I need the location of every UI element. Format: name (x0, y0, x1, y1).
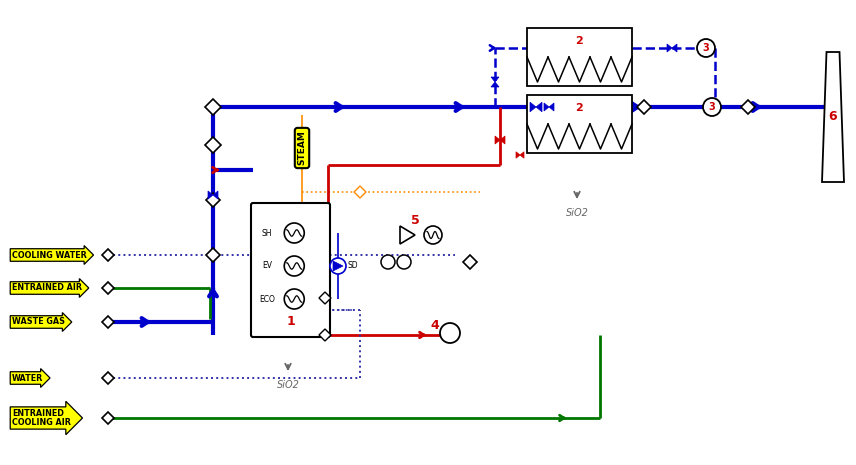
Polygon shape (333, 261, 343, 271)
Circle shape (697, 39, 715, 57)
Circle shape (330, 258, 346, 274)
Text: 6: 6 (829, 111, 837, 124)
Polygon shape (672, 44, 677, 52)
Text: SD: SD (348, 261, 359, 271)
Circle shape (424, 226, 442, 244)
Circle shape (284, 223, 304, 243)
Text: 4: 4 (431, 319, 439, 332)
Polygon shape (102, 372, 114, 384)
Circle shape (284, 256, 304, 276)
Polygon shape (491, 77, 499, 82)
Polygon shape (495, 136, 500, 144)
Polygon shape (319, 329, 331, 341)
Circle shape (440, 323, 460, 343)
Polygon shape (319, 292, 331, 304)
Text: ECO: ECO (259, 294, 275, 304)
Polygon shape (520, 152, 524, 158)
Text: WASTE GAS: WASTE GAS (12, 318, 65, 326)
Polygon shape (102, 316, 114, 328)
Text: STEAM: STEAM (298, 131, 306, 166)
Text: WATER: WATER (12, 373, 44, 383)
Text: EV: EV (262, 261, 272, 271)
Text: SiO2: SiO2 (566, 208, 588, 218)
Text: 2: 2 (575, 36, 584, 46)
Text: 1: 1 (286, 315, 294, 328)
Polygon shape (205, 137, 221, 153)
Circle shape (397, 255, 411, 269)
Polygon shape (530, 102, 536, 112)
Text: COOLING WATER: COOLING WATER (12, 251, 86, 259)
Text: SH: SH (262, 228, 272, 238)
Text: ENTRAINED AIR: ENTRAINED AIR (12, 284, 82, 292)
Polygon shape (549, 103, 554, 111)
Circle shape (284, 289, 304, 309)
Bar (527, 28, 632, 86)
Text: 3: 3 (703, 43, 710, 53)
Polygon shape (822, 52, 844, 182)
Polygon shape (102, 412, 114, 424)
Polygon shape (500, 136, 505, 144)
Text: 5: 5 (411, 213, 419, 226)
Text: 3: 3 (709, 102, 716, 112)
Circle shape (381, 255, 395, 269)
Polygon shape (516, 152, 520, 158)
Text: 2: 2 (575, 103, 584, 113)
Polygon shape (741, 100, 755, 114)
Polygon shape (206, 248, 220, 262)
FancyBboxPatch shape (251, 203, 330, 337)
Polygon shape (206, 193, 220, 207)
Polygon shape (213, 191, 218, 199)
Polygon shape (463, 255, 477, 269)
Polygon shape (354, 186, 366, 198)
Polygon shape (208, 191, 213, 199)
Polygon shape (544, 103, 549, 111)
Text: ENTRAINED
COOLING AIR: ENTRAINED COOLING AIR (12, 409, 71, 427)
Polygon shape (491, 82, 499, 87)
Polygon shape (637, 100, 651, 114)
Polygon shape (102, 282, 114, 294)
Polygon shape (667, 44, 672, 52)
Bar (527, 95, 632, 153)
Circle shape (703, 98, 721, 116)
Polygon shape (400, 226, 415, 244)
Polygon shape (536, 102, 542, 112)
Polygon shape (205, 99, 221, 115)
Text: SiO2: SiO2 (276, 380, 300, 390)
Polygon shape (102, 249, 114, 261)
